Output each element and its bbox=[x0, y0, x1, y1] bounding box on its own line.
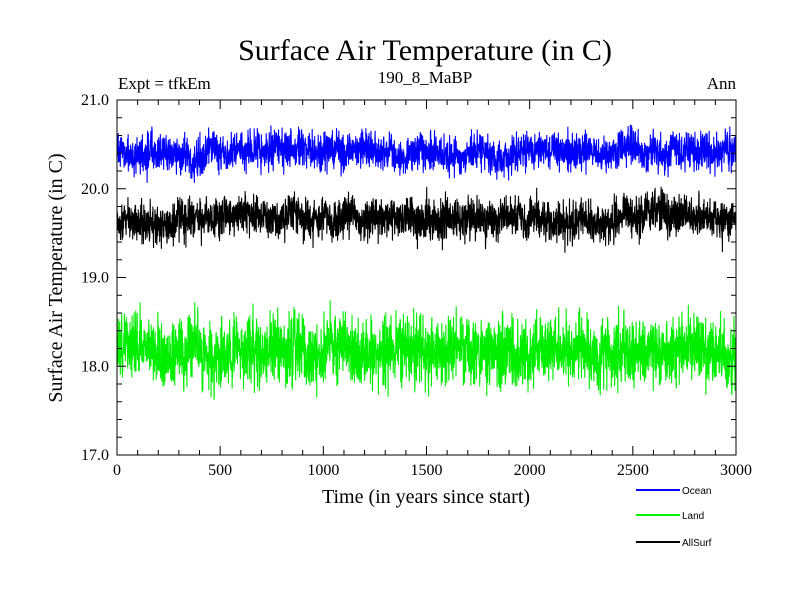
plot-frame bbox=[116, 99, 737, 456]
x-tick-label: 0 bbox=[113, 462, 121, 479]
series-layer bbox=[116, 124, 737, 400]
x-axis-label: Time (in years since start) bbox=[322, 486, 530, 508]
y-axis-label: Surface Air Temperature (in C) bbox=[45, 153, 67, 402]
x-tick-label: 500 bbox=[208, 462, 232, 479]
x-tick-label: 1000 bbox=[307, 462, 339, 479]
subtitle-center: 190_8_MaBP bbox=[378, 68, 472, 87]
series-line-land bbox=[116, 300, 737, 400]
subtitle-right: Ann bbox=[707, 74, 737, 93]
series-line-allsurf bbox=[116, 186, 737, 253]
subtitle-left: Expt = tfkEm bbox=[118, 74, 211, 93]
x-tick-label: 2000 bbox=[514, 462, 546, 479]
chart-title: Surface Air Temperature (in C) bbox=[238, 34, 612, 67]
y-tick-label: 17.0 bbox=[81, 447, 109, 464]
x-tick-label: 2500 bbox=[617, 462, 649, 479]
y-tick-label: 20.0 bbox=[81, 181, 109, 198]
y-tick-label: 19.0 bbox=[81, 270, 109, 287]
axes-layer: 0 500 1000 1500 2000 2500 3000 17.0 18.0 19.0 20.0… bbox=[81, 92, 752, 479]
x-tick-label: 3000 bbox=[720, 462, 752, 479]
legend-label-land: Land bbox=[682, 511, 704, 522]
x-tick-label: 1500 bbox=[411, 462, 443, 479]
legend: Ocean Land AllSurf bbox=[636, 486, 712, 549]
y-tick-label: 18.0 bbox=[81, 358, 109, 375]
legend-label-ocean: Ocean bbox=[682, 486, 711, 497]
series-line-ocean bbox=[116, 124, 737, 184]
legend-label-allsurf: AllSurf bbox=[682, 538, 712, 549]
y-tick-label: 21.0 bbox=[81, 92, 109, 109]
